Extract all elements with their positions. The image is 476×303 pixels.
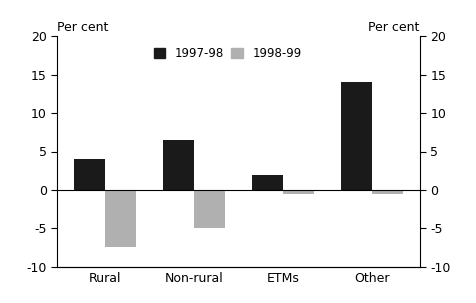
Bar [340,82,371,190]
Text: Per cent: Per cent [367,21,419,34]
Bar [371,190,402,194]
Text: Per cent: Per cent [57,21,109,34]
Bar [194,190,225,228]
Bar [105,190,136,248]
Bar [251,175,282,190]
Bar [74,159,105,190]
Legend: 1997-98, 1998-99: 1997-98, 1998-99 [153,47,301,60]
Bar [282,190,314,194]
Bar [162,140,194,190]
